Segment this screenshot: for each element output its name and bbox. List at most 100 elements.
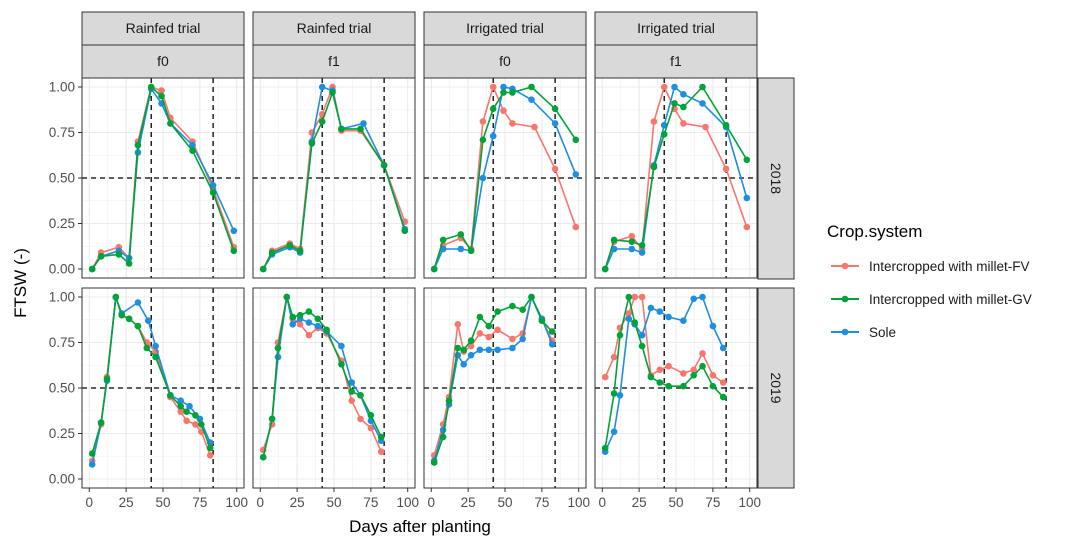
- data-point: [551, 120, 559, 127]
- legend-key-point-fv: [841, 262, 849, 270]
- legend-label-fv: Intercropped with millet-FV: [869, 259, 1030, 274]
- series-intercropped-with-millet-gv: [430, 293, 556, 466]
- legend-item-sole: Sole: [831, 325, 896, 340]
- data-point: [690, 295, 697, 303]
- data-point: [296, 247, 304, 255]
- data-point: [88, 450, 96, 457]
- data-point: [206, 452, 214, 459]
- data-point: [88, 265, 96, 273]
- data-point: [360, 120, 367, 127]
- data-point: [610, 353, 618, 361]
- data-point: [650, 118, 658, 125]
- legend-item-fv: Intercropped with millet-FV: [831, 259, 1030, 274]
- data-point: [628, 232, 636, 240]
- data-point: [476, 313, 484, 321]
- data-point: [329, 89, 336, 96]
- data-point: [457, 245, 465, 253]
- data-point: [286, 242, 294, 249]
- data-point: [680, 103, 687, 111]
- y-tick-label: 0.50: [49, 171, 75, 186]
- data-point: [680, 317, 687, 325]
- data-point: [551, 105, 559, 113]
- data-point: [259, 453, 267, 461]
- data-point: [454, 344, 462, 352]
- row-strip-1: 2018: [757, 77, 795, 280]
- data-point: [671, 100, 678, 107]
- data-point: [274, 344, 282, 352]
- data-point: [189, 147, 196, 154]
- y-tick-label: 0.50: [49, 381, 75, 396]
- data-point: [509, 89, 516, 96]
- data-point: [647, 304, 655, 312]
- data-point: [699, 350, 706, 357]
- x-tick-label: 100: [396, 495, 419, 510]
- x-tick-label: 25: [119, 495, 134, 510]
- data-point: [183, 408, 190, 416]
- strip-trial-3: Irrigated trial: [466, 20, 544, 36]
- data-point: [519, 335, 526, 343]
- y-axis-title: FTSW (-): [11, 248, 30, 318]
- data-point: [680, 370, 687, 377]
- x-tick-label: 0: [257, 495, 265, 510]
- x-tick-label: 25: [290, 495, 305, 510]
- series-sole: [601, 293, 727, 456]
- data-point: [177, 408, 184, 416]
- data-point: [489, 132, 497, 140]
- legend-label-sole: Sole: [869, 325, 896, 340]
- data-point: [152, 342, 159, 350]
- data-point: [656, 366, 664, 374]
- data-point: [660, 131, 668, 138]
- data-point: [318, 83, 326, 91]
- x-axis-title: Days after planting: [349, 517, 491, 536]
- data-point: [509, 302, 516, 310]
- data-point: [377, 433, 385, 441]
- data-point: [112, 293, 120, 301]
- data-point: [628, 245, 636, 253]
- data-point: [467, 342, 475, 350]
- data-point: [638, 242, 646, 249]
- data-point: [357, 392, 364, 399]
- data-point: [323, 326, 330, 334]
- data-point: [467, 247, 475, 255]
- data-point: [338, 342, 345, 350]
- data-point: [551, 165, 559, 173]
- data-point: [338, 125, 345, 133]
- data-point: [198, 421, 205, 428]
- data-point: [500, 107, 507, 114]
- data-point: [467, 337, 475, 345]
- x-tick-label: 75: [705, 495, 720, 510]
- data-point: [457, 231, 465, 238]
- data-point: [572, 136, 580, 144]
- data-point: [494, 326, 501, 334]
- data-point: [125, 315, 133, 323]
- data-point: [548, 328, 556, 335]
- column-strip-4: Irrigated trial f1: [594, 11, 758, 79]
- data-point: [367, 424, 375, 432]
- series-intercropped-with-millet-gv: [601, 293, 727, 452]
- x-tick-label: 50: [326, 495, 341, 510]
- data-point: [167, 392, 174, 399]
- data-point: [152, 353, 159, 361]
- data-point: [318, 118, 326, 125]
- data-point: [699, 83, 706, 91]
- data-point: [115, 251, 123, 258]
- data-point: [158, 92, 165, 100]
- data-point: [305, 319, 313, 326]
- panel-2-4: [594, 287, 758, 489]
- data-point: [631, 319, 638, 326]
- data-point: [97, 419, 105, 426]
- panel-2-2: [252, 287, 416, 489]
- data-point: [572, 223, 580, 231]
- panels: [81, 77, 758, 489]
- data-point: [454, 321, 462, 328]
- x-tick-label: 100: [225, 495, 248, 510]
- data-point: [283, 293, 291, 301]
- data-point: [314, 315, 322, 323]
- data-point: [445, 397, 453, 405]
- data-point: [494, 308, 501, 315]
- strip-f-3: f0: [499, 53, 511, 69]
- data-point: [268, 249, 276, 256]
- y-axis-ticks: 0.00 0.25 0.50 0.75 1.00 0.00 0.25 0.50 0.75 1.00: [49, 80, 82, 487]
- data-point: [690, 372, 697, 379]
